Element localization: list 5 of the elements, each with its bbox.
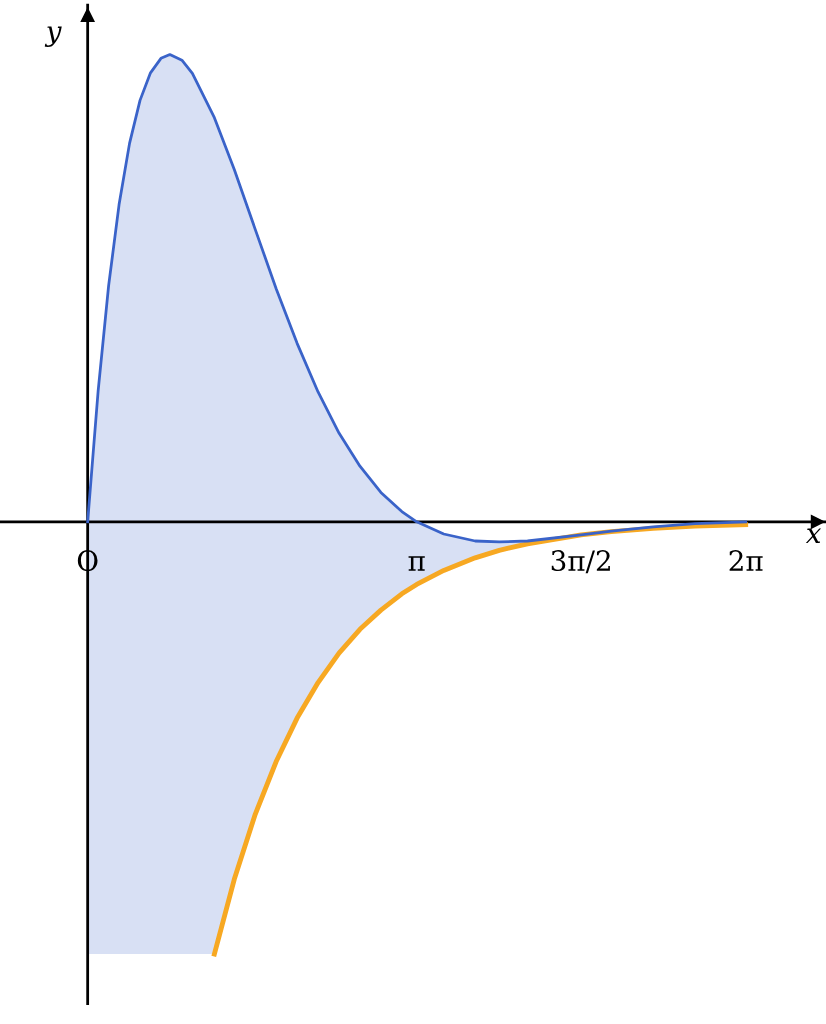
x-tick-label: π <box>408 556 425 571</box>
y-axis-title: y <box>44 26 62 47</box>
x-tick-label: 2π <box>729 550 763 571</box>
x-tick-label: 3π/2 <box>551 550 610 574</box>
x-axis-title: x <box>805 528 822 543</box>
